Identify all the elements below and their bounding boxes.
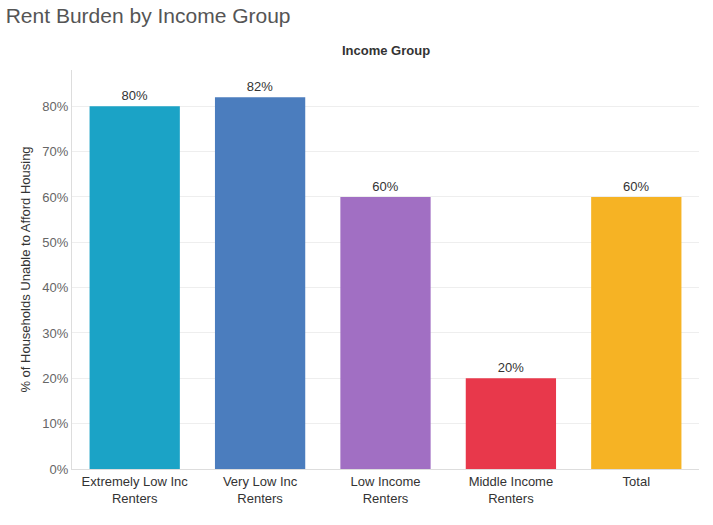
- svg-text:80%: 80%: [42, 99, 68, 114]
- svg-text:50%: 50%: [42, 235, 68, 250]
- svg-text:80%: 80%: [121, 88, 147, 103]
- svg-text:60%: 60%: [623, 179, 649, 194]
- svg-text:10%: 10%: [42, 416, 68, 431]
- svg-text:60%: 60%: [372, 179, 398, 194]
- svg-text:Total: Total: [623, 474, 651, 489]
- svg-text:20%: 20%: [42, 371, 68, 386]
- svg-text:Middle IncomeRenters: Middle IncomeRenters: [469, 474, 554, 506]
- svg-text:Income Group: Income Group: [342, 43, 430, 58]
- svg-text:0%: 0%: [50, 462, 69, 477]
- svg-text:70%: 70%: [42, 144, 68, 159]
- svg-text:20%: 20%: [498, 360, 524, 375]
- svg-text:82%: 82%: [247, 79, 273, 94]
- svg-text:% of Households Unable to Affo: % of Households Unable to Afford Housing: [18, 146, 33, 392]
- svg-text:Extremely Low IncRenters: Extremely Low IncRenters: [82, 474, 189, 506]
- svg-text:60%: 60%: [42, 190, 68, 205]
- svg-text:40%: 40%: [42, 280, 68, 295]
- svg-text:Rent Burden by Income Group: Rent Burden by Income Group: [6, 4, 291, 27]
- svg-text:Very Low IncRenters: Very Low IncRenters: [223, 474, 298, 506]
- svg-text:Low IncomeRenters: Low IncomeRenters: [350, 474, 420, 506]
- svg-text:30%: 30%: [42, 326, 68, 341]
